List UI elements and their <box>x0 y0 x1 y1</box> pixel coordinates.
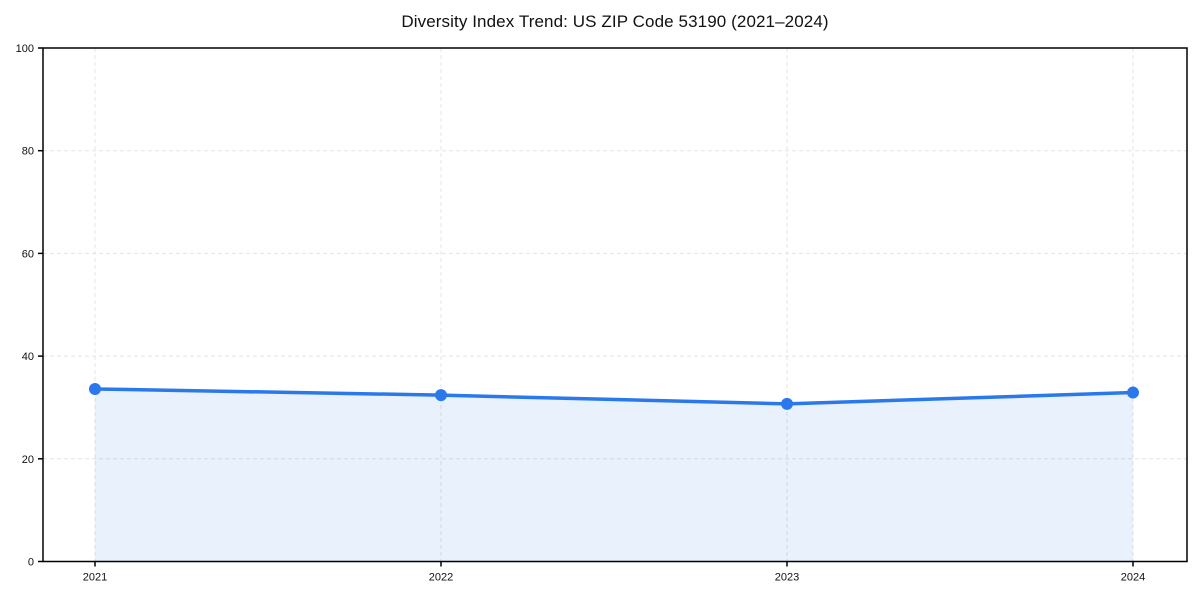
chart-title: Diversity Index Trend: US ZIP Code 53190… <box>401 12 829 31</box>
x-tick-label: 2024 <box>1121 572 1145 584</box>
x-tick-label: 2022 <box>429 572 453 584</box>
data-point-2022 <box>435 389 447 402</box>
y-tick-label: 0 <box>28 557 34 569</box>
plot-border <box>42 47 1188 563</box>
y-tick-label: 20 <box>22 454 34 466</box>
area-fill <box>95 388 1133 562</box>
y-tick-label: 60 <box>22 248 34 260</box>
y-tick-label: 80 <box>22 146 34 158</box>
trend-line <box>93 387 1135 406</box>
y-tick-label: 100 <box>16 43 34 55</box>
data-point-2023 <box>781 397 793 410</box>
data-point-2024 <box>1127 386 1139 399</box>
x-tick-label: 2023 <box>775 572 799 584</box>
x-tick-label: 2021 <box>83 572 107 584</box>
data-point-2021 <box>89 382 101 395</box>
y-tick-label: 40 <box>22 351 34 363</box>
